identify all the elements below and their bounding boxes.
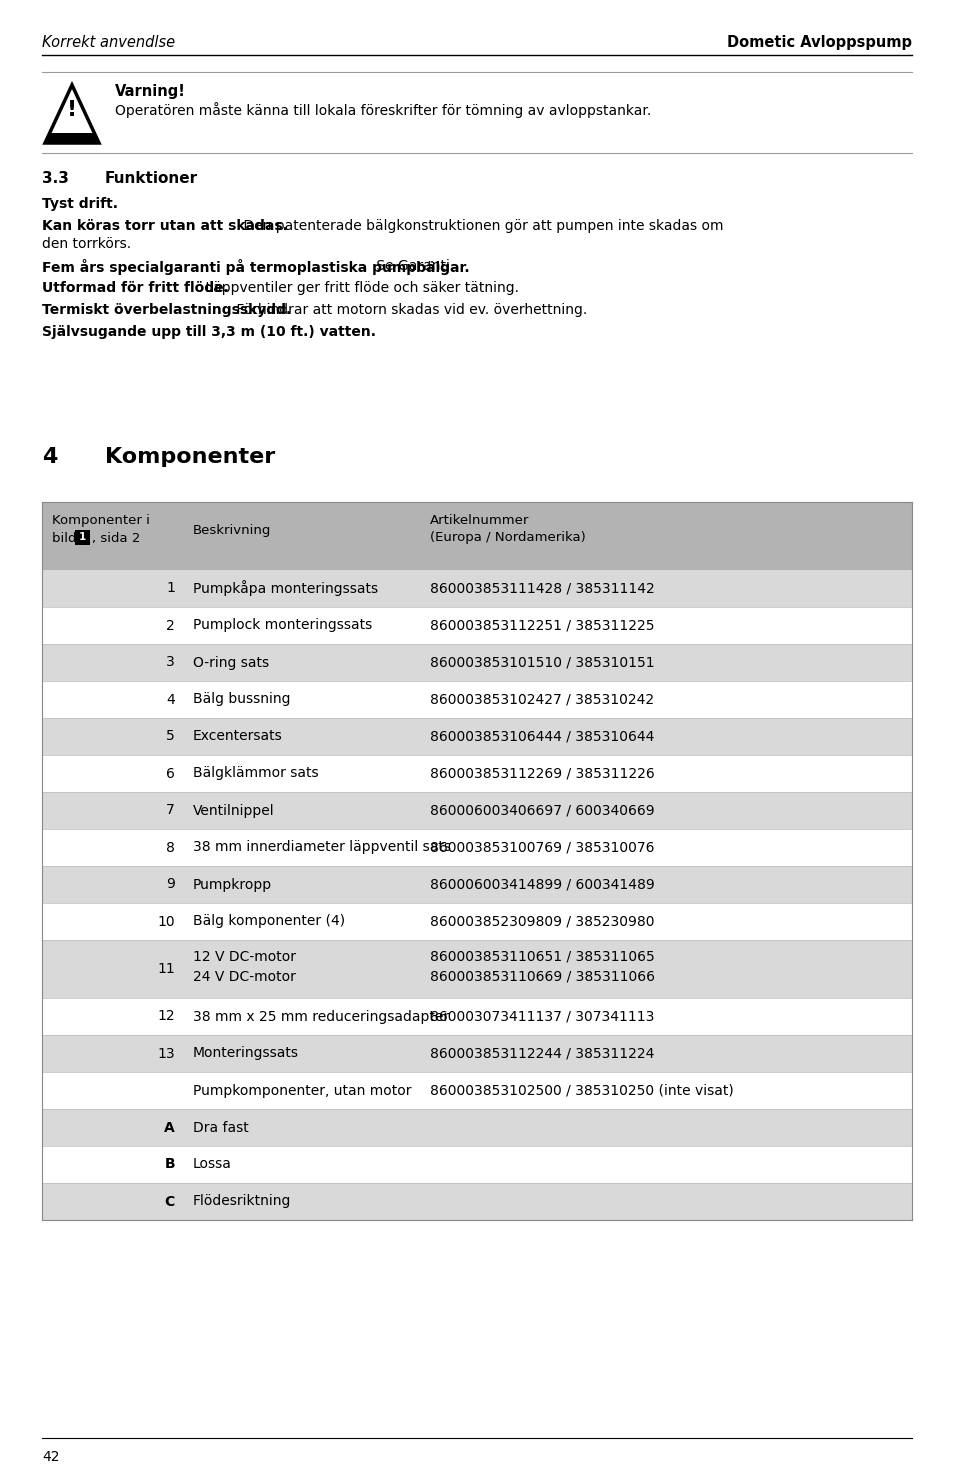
Text: Fem års specialgaranti på termoplastiska pumpbälgar.: Fem års specialgaranti på termoplastiska…: [42, 260, 469, 274]
Text: Pumpkåpa monteringssats: Pumpkåpa monteringssats: [193, 581, 377, 596]
Text: 10: 10: [157, 914, 174, 928]
Text: , sida 2: , sida 2: [92, 532, 140, 544]
FancyBboxPatch shape: [42, 718, 911, 755]
Text: Flödesriktning: Flödesriktning: [193, 1195, 291, 1208]
Text: O-ring sats: O-ring sats: [193, 655, 269, 670]
Text: 860003853101510 / 385310151: 860003853101510 / 385310151: [430, 655, 654, 670]
Text: 3.3: 3.3: [42, 171, 69, 186]
FancyBboxPatch shape: [42, 502, 911, 569]
Text: 5: 5: [166, 730, 174, 743]
Text: 860003853112244 / 385311224: 860003853112244 / 385311224: [430, 1046, 654, 1061]
FancyBboxPatch shape: [42, 569, 911, 608]
Text: Termiskt överbelastningsskydd.: Termiskt överbelastningsskydd.: [42, 302, 291, 317]
Polygon shape: [48, 133, 96, 143]
Text: Förhindrar att motorn skadas vid ev. överhettning.: Förhindrar att motorn skadas vid ev. öve…: [233, 302, 587, 317]
Text: Dometic Avloppspump: Dometic Avloppspump: [726, 35, 911, 50]
Text: Dra fast: Dra fast: [193, 1121, 249, 1134]
FancyBboxPatch shape: [42, 1035, 911, 1072]
Text: Bälg komponenter (4): Bälg komponenter (4): [193, 914, 345, 928]
FancyBboxPatch shape: [42, 608, 911, 645]
Text: 7: 7: [166, 804, 174, 817]
Text: 24 V DC-motor: 24 V DC-motor: [193, 971, 295, 984]
FancyBboxPatch shape: [42, 903, 911, 940]
Text: Se Garanti.: Se Garanti.: [372, 260, 454, 273]
FancyBboxPatch shape: [42, 940, 911, 999]
Text: Funktioner: Funktioner: [105, 171, 198, 186]
Text: Pumpkomponenter, utan motor: Pumpkomponenter, utan motor: [193, 1084, 411, 1097]
FancyBboxPatch shape: [75, 530, 91, 544]
Text: 12 V DC-motor: 12 V DC-motor: [193, 950, 295, 965]
Text: 4: 4: [166, 692, 174, 707]
Text: 6: 6: [166, 767, 174, 780]
Text: 860003853106444 / 385310644: 860003853106444 / 385310644: [430, 730, 654, 743]
Text: Bälg bussning: Bälg bussning: [193, 692, 291, 707]
Text: Artikelnummer: Artikelnummer: [430, 513, 529, 527]
Text: 2: 2: [166, 618, 174, 633]
FancyBboxPatch shape: [42, 999, 911, 1035]
Text: 860003853102500 / 385310250 (inte visat): 860003853102500 / 385310250 (inte visat): [430, 1084, 733, 1097]
FancyBboxPatch shape: [42, 866, 911, 903]
FancyBboxPatch shape: [42, 792, 911, 829]
FancyBboxPatch shape: [42, 1072, 911, 1109]
Text: 860006003406697 / 600340669: 860006003406697 / 600340669: [430, 804, 654, 817]
Text: 42: 42: [42, 1450, 59, 1465]
Text: Korrekt anvendlse: Korrekt anvendlse: [42, 35, 175, 50]
Text: !: !: [67, 100, 77, 119]
Text: 11: 11: [157, 962, 174, 976]
Text: 860003853111428 / 385311142: 860003853111428 / 385311142: [430, 581, 654, 596]
Text: 860003852309809 / 385230980: 860003852309809 / 385230980: [430, 914, 654, 928]
FancyBboxPatch shape: [42, 829, 911, 866]
Text: Pumplock monteringssats: Pumplock monteringssats: [193, 618, 372, 633]
Text: Excentersats: Excentersats: [193, 730, 282, 743]
Text: 860003853102427 / 385310242: 860003853102427 / 385310242: [430, 692, 654, 707]
Text: Komponenter i: Komponenter i: [52, 513, 150, 527]
FancyBboxPatch shape: [42, 1183, 911, 1220]
FancyBboxPatch shape: [42, 645, 911, 681]
Text: 860003853112251 / 385311225: 860003853112251 / 385311225: [430, 618, 654, 633]
FancyBboxPatch shape: [42, 681, 911, 718]
Text: 860003073411137 / 307341113: 860003073411137 / 307341113: [430, 1009, 654, 1024]
Text: Komponenter: Komponenter: [105, 447, 275, 468]
Text: Självsugande upp till 3,3 m (10 ft.) vatten.: Självsugande upp till 3,3 m (10 ft.) vat…: [42, 324, 375, 339]
Text: den torrkörs.: den torrkörs.: [42, 237, 131, 251]
FancyBboxPatch shape: [42, 1109, 911, 1146]
Text: Utformad för fritt flöde.: Utformad för fritt flöde.: [42, 282, 229, 295]
Text: bild: bild: [52, 532, 81, 544]
FancyBboxPatch shape: [42, 755, 911, 792]
Polygon shape: [45, 86, 99, 143]
Text: 38 mm innerdiameter läppventil sats: 38 mm innerdiameter läppventil sats: [193, 841, 451, 854]
Text: 4: 4: [42, 447, 57, 468]
Text: 38 mm x 25 mm reduceringsadapter: 38 mm x 25 mm reduceringsadapter: [193, 1009, 449, 1024]
Text: 13: 13: [157, 1046, 174, 1061]
Text: 860006003414899 / 600341489: 860006003414899 / 600341489: [430, 878, 654, 891]
Text: Den patenterade bälgkonstruktionen gör att pumpen inte skadas om: Den patenterade bälgkonstruktionen gör a…: [238, 218, 722, 233]
Text: 1: 1: [79, 532, 86, 543]
Text: Varning!: Varning!: [115, 84, 186, 99]
Text: 3: 3: [166, 655, 174, 670]
Text: 8: 8: [166, 841, 174, 854]
Text: Operatören måste känna till lokala föreskrifter för tömning av avloppstankar.: Operatören måste känna till lokala föres…: [115, 102, 651, 118]
Text: 12: 12: [157, 1009, 174, 1024]
FancyBboxPatch shape: [42, 1146, 911, 1183]
Text: A: A: [164, 1121, 174, 1134]
Text: 9: 9: [166, 878, 174, 891]
Text: B: B: [164, 1158, 174, 1171]
Text: C: C: [165, 1195, 174, 1208]
Text: (Europa / Nordamerika): (Europa / Nordamerika): [430, 531, 585, 544]
Text: Monteringssats: Monteringssats: [193, 1046, 298, 1061]
Text: Ventilnippel: Ventilnippel: [193, 804, 274, 817]
Text: Kan köras torr utan att skadas.: Kan köras torr utan att skadas.: [42, 218, 288, 233]
Text: Lossa: Lossa: [193, 1158, 232, 1171]
Text: 860003853112269 / 385311226: 860003853112269 / 385311226: [430, 767, 654, 780]
Text: Tyst drift.: Tyst drift.: [42, 198, 118, 211]
Text: Bälgklämmor sats: Bälgklämmor sats: [193, 767, 318, 780]
Text: 860003853100769 / 385310076: 860003853100769 / 385310076: [430, 841, 654, 854]
Text: Beskrivning: Beskrivning: [193, 524, 271, 537]
Text: 860003853110651 / 385311065: 860003853110651 / 385311065: [430, 950, 654, 965]
Text: Läppventiler ger fritt flöde och säker tätning.: Läppventiler ger fritt flöde och säker t…: [200, 282, 518, 295]
Text: 860003853110669 / 385311066: 860003853110669 / 385311066: [430, 971, 655, 984]
Text: 1: 1: [166, 581, 174, 596]
Text: Pumpkropp: Pumpkropp: [193, 878, 272, 891]
